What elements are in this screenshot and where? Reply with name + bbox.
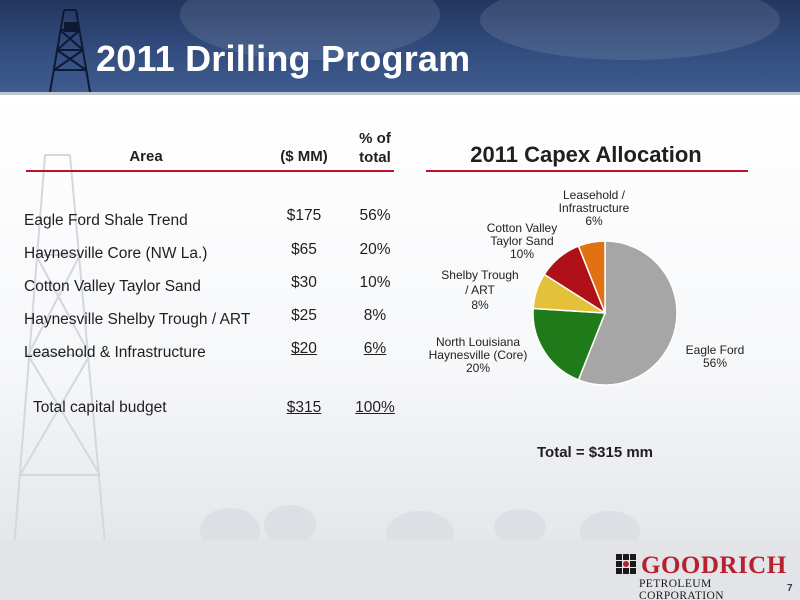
slice-label-line: Leasehold /	[562, 188, 626, 202]
company-logo: GOODRICH PETROLEUM CORPORATION	[616, 552, 787, 600]
column-header-area: Area	[129, 148, 163, 165]
derrick-silhouette-icon	[49, 9, 91, 92]
row-percent: 10%	[359, 274, 391, 291]
slice-label-line: Eagle Ford	[685, 343, 745, 357]
chart-title-rule	[426, 170, 748, 172]
chart-title: 2011 Capex Allocation	[470, 142, 702, 167]
row-area: Cotton Valley Taylor Sand	[24, 278, 201, 295]
row-percent: 20%	[359, 241, 391, 258]
slice-label-line: Cotton Valley	[486, 221, 558, 235]
slice-label-shelby-trough: Shelby Trough / ART 8%	[428, 268, 532, 313]
logo-name: GOODRICH	[641, 552, 787, 579]
page-title: 2011 Drilling Program	[96, 38, 471, 79]
total-percent: 100%	[355, 399, 395, 416]
column-header-percent-line2: total	[359, 149, 391, 166]
slice-label-line: 10%	[509, 247, 535, 261]
row-amount: $175	[286, 207, 322, 224]
slice-label-line: / ART	[465, 283, 495, 297]
title-banner: 2011 Drilling Program	[0, 0, 800, 92]
slice-label-line: Haynesville (Core)	[428, 348, 528, 362]
table-header-rule	[26, 170, 394, 172]
background-rig-illustration	[0, 154, 800, 600]
row-area: Leasehold & Infrastructure	[24, 344, 206, 361]
column-header-amount: ($ MM)	[280, 148, 328, 165]
row-amount: $65	[291, 241, 317, 258]
row-percent: 56%	[359, 207, 391, 224]
row-percent: 6%	[363, 340, 387, 357]
pie-slice-north-louisiana	[532, 307, 607, 381]
page-number: 7	[787, 583, 793, 594]
pie-slice-leasehold	[577, 240, 606, 314]
slice-label-north-louisiana: North Louisiana Haynesville (Core) 20%	[418, 336, 538, 375]
row-amount: $20	[291, 340, 317, 357]
slice-label-eagle-ford: Eagle Ford 56%	[665, 344, 765, 370]
row-area: Haynesville Core (NW La.)	[24, 245, 208, 262]
slice-label-line: 56%	[702, 356, 728, 370]
slice-label-line: 6%	[585, 214, 603, 228]
pie-slice-eagle-ford	[577, 240, 678, 386]
row-percent: 8%	[363, 307, 387, 324]
slice-label-line: North Louisiana	[435, 335, 521, 349]
goodrich-emblem-icon	[616, 554, 636, 574]
column-header-percent-line1: % of	[359, 130, 391, 147]
row-area: Eagle Ford Shale Trend	[24, 212, 188, 229]
slice-label-cotton-valley: Cotton Valley Taylor Sand 10%	[470, 222, 574, 261]
slice-label-leasehold: Leasehold / Infrastructure 6%	[546, 189, 642, 228]
row-amount: $30	[291, 274, 317, 291]
slice-label-line: Infrastructure	[558, 201, 630, 215]
chart-total-note: Total = $315 mm	[536, 444, 654, 461]
total-amount: $315	[286, 399, 322, 416]
header-divider	[0, 92, 800, 95]
row-area: Haynesville Shelby Trough / ART	[24, 311, 251, 328]
column-header-percent: % of total	[345, 129, 405, 167]
total-label: Total capital budget	[33, 399, 167, 416]
slice-label-line: 20%	[465, 361, 491, 375]
row-amount: $25	[291, 307, 317, 324]
logo-subtitle: PETROLEUM CORPORATION	[639, 578, 724, 600]
slice-label-line: Taylor Sand	[490, 234, 554, 248]
slice-label-line: 8%	[471, 298, 489, 312]
slice-label-line: Shelby Trough	[441, 268, 519, 282]
